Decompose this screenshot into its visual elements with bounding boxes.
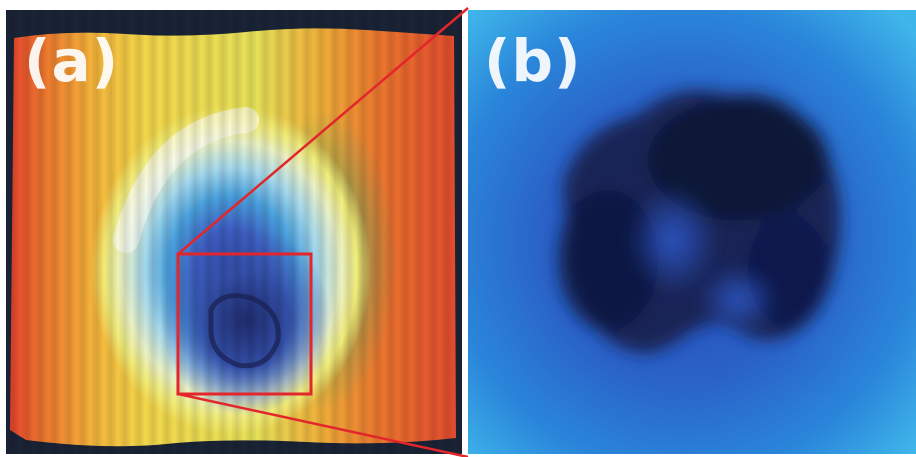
zoomed-region-graphic (468, 10, 916, 454)
panel-b-zoom-image (468, 10, 916, 454)
panel-label-b: (b) (484, 27, 582, 95)
panel-label-a: (a) (24, 27, 120, 95)
